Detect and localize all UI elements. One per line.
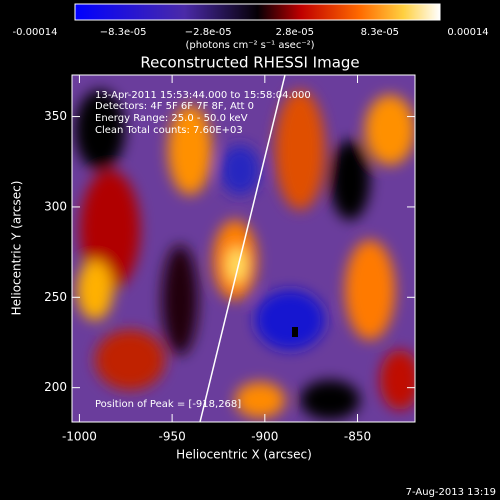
- peak-pixel: [292, 327, 298, 337]
- colorbar-tick-label: −8.3e-05: [100, 27, 147, 38]
- footer-date: 7-Aug-2013 13:19: [406, 487, 496, 498]
- x-tick-label: -900: [251, 430, 278, 444]
- colorbar: [74, 3, 441, 21]
- chart-title: Reconstructed RHESSI Image: [140, 54, 359, 72]
- y-tick-label: 200: [44, 380, 67, 394]
- annotation: Clean Total counts: 7.60E+03: [95, 125, 243, 136]
- annotation: Detectors: 4F 5F 6F 7F 8F, Att 0: [95, 101, 254, 112]
- colorbar-tick-label: −2.8e-05: [185, 27, 232, 38]
- annotations: 13-Apr-2011 15:53:44.000 to 15:58:04.000…: [95, 90, 311, 410]
- y-tick-label: 250: [44, 290, 67, 304]
- x-tick-label: -1000: [62, 430, 97, 444]
- y-tick-label: 350: [44, 109, 67, 123]
- image: [72, 75, 415, 422]
- image-texture: [75, 90, 415, 420]
- annotation: Position of Peak = [-918,268]: [95, 399, 241, 410]
- plot-frame: [71, 74, 416, 423]
- colorbar-tick-label: 8.3e-05: [361, 27, 399, 38]
- colorbar-tick-label: -0.00014: [13, 27, 58, 38]
- x-tick-label: -850: [344, 430, 371, 444]
- annotation: Energy Range: 25.0 - 50.0 keV: [95, 113, 248, 124]
- y-tick-label: 300: [44, 199, 67, 213]
- colorbar-label: (photons cm⁻² s⁻¹ asec⁻²): [185, 40, 314, 51]
- annotation: 13-Apr-2011 15:53:44.000 to 15:58:04.000: [95, 90, 311, 101]
- solar-limb: [199, 75, 286, 422]
- y-axis-label: Heliocentric Y (arcsec): [10, 181, 24, 316]
- x-axis-label: Heliocentric X (arcsec): [176, 448, 312, 462]
- x-tick-label: -950: [159, 430, 186, 444]
- colorbar-tick-label: 0.00014: [447, 27, 488, 38]
- colorbar-tick-label: 2.8e-05: [276, 27, 314, 38]
